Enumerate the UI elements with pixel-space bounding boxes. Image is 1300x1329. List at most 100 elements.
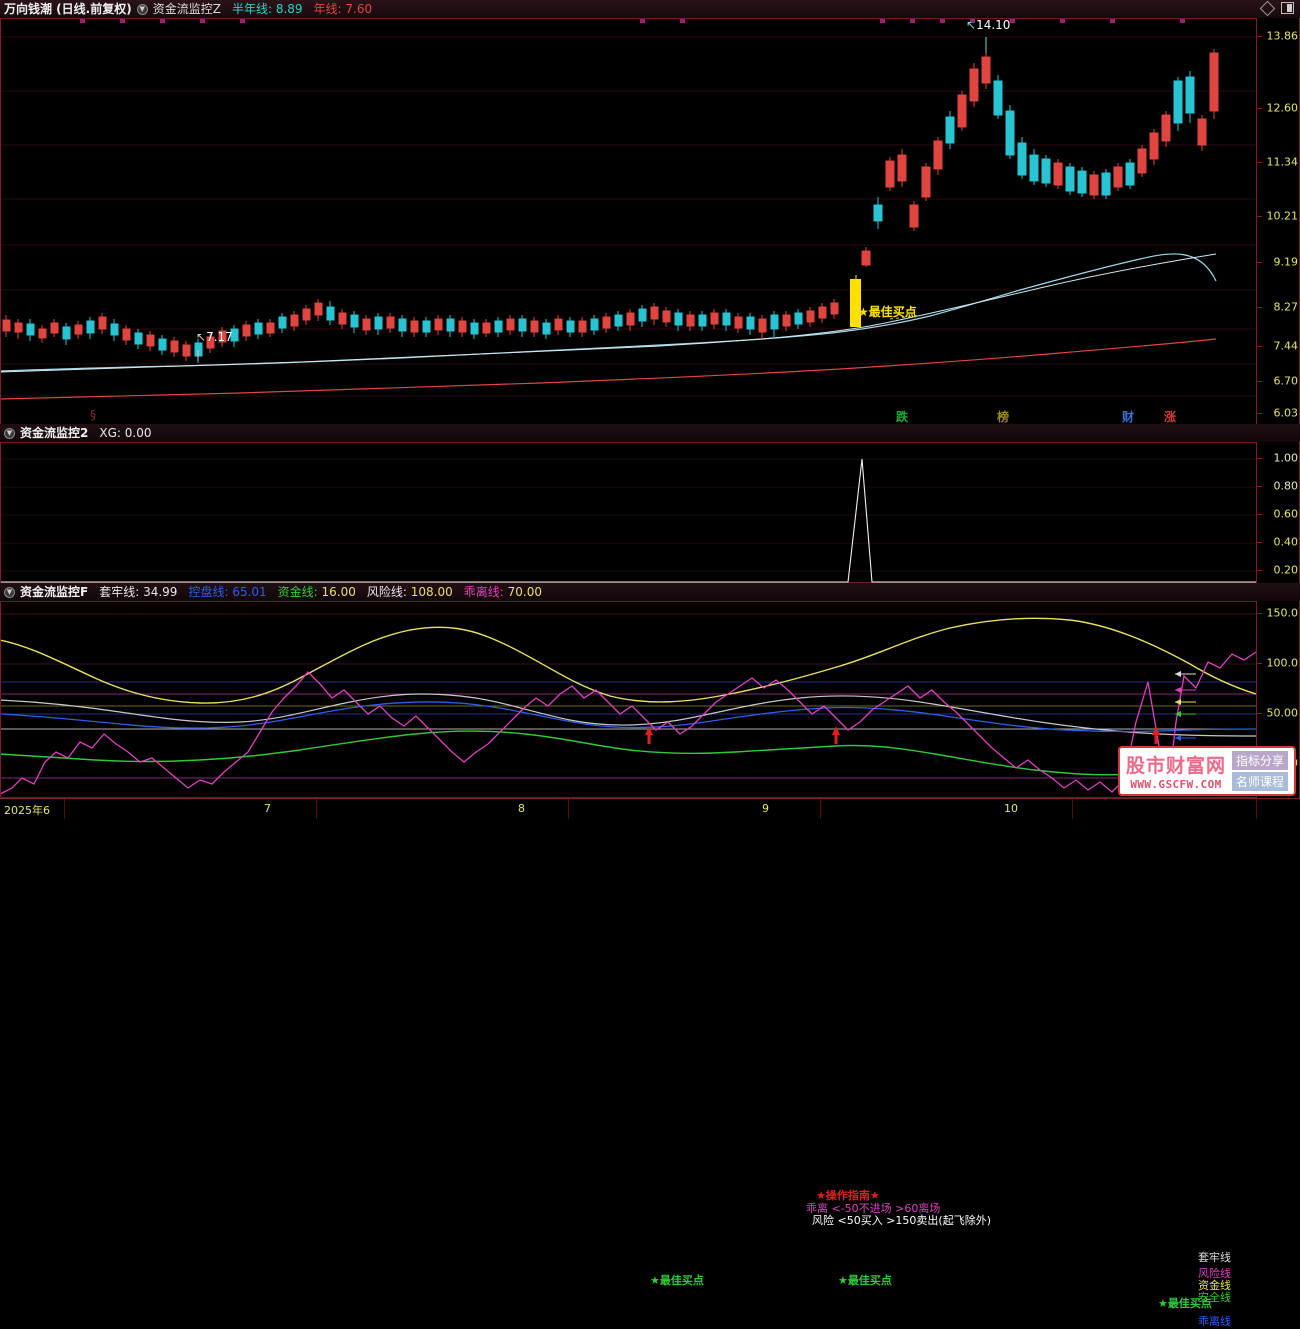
right-label-taolao: 套牢线 [1198,1251,1231,1264]
axis-tick: 9.19 [1273,255,1299,269]
watermark-title: 股市财富网 [1125,755,1226,777]
legend-zijin: 资金线: 16.00 [278,583,356,601]
axis-tick: 50.00 [1266,706,1299,720]
axis-tick: 8.27 [1273,300,1299,314]
watermark: 股市财富网 WWW.GSCFW.COM 指标分享 名师课程 [1117,746,1296,796]
axis-tick: 0.40 [1273,535,1299,549]
mid-indicator-name[interactable]: 资金流监控2 [20,426,89,440]
axis-tick: 100.0 [1266,656,1299,670]
bottom-reference-lines [0,613,1256,779]
zijin-line [0,730,1256,776]
watermark-badge-share: 指标分享 [1231,751,1288,770]
main-panel-header: 万向钱潮 (日线.前复权) ▼ 资金流监控Z 半年线: 8.89 年线: 7.6… [0,0,1300,18]
legend-guaili: 乖离线: 70.00 [464,583,542,601]
legend-guaili-key: 乖离线: [463,585,504,599]
mid-gridlines [0,458,1256,572]
right-label-guaili: 乖离线 [1198,1315,1231,1328]
bottom-plot-area[interactable] [0,601,1256,798]
legend-year-value: 7.60 [345,2,373,16]
mid-panel-header: ▼ 资金流监控2 XG: 0.00 [0,424,1300,442]
main-price-axis[interactable]: 13.86 12.60 11.34 10.21 9.19 8.27 7.44 6… [1256,18,1300,430]
bottom-buy-label-1: ★最佳买点 [650,1274,704,1287]
bottom-buy-label-2: ★最佳买点 [838,1274,892,1287]
axis-tick: 7.44 [1273,339,1299,353]
legend-taolao-key: 套牢线: [99,585,140,599]
signal-candle [850,275,861,327]
legend-taolao-value: 34.99 [143,585,178,599]
bottom-indicator-panel: ▼ 资金流监控F 套牢线: 34.99 控盘线: 65.01 资金线: 16.0… [0,583,1300,1328]
legend-guaili-value: 70.00 [507,585,543,599]
legend-kongpan-value: 65.01 [232,585,267,599]
guide-line-fengxian: 风险 <50买入 >150卖出(起飞除外) [812,1214,992,1227]
main-gridlines [0,36,1256,397]
legend-halfyear: 半年线: 8.89 [232,0,303,18]
footer-mark-zhang: 涨 [1164,410,1177,424]
window-title: 万向钱潮 (日线.前复权) [4,2,132,16]
legend-taolao: 套牢线: 34.99 [99,583,177,601]
diamond-icon[interactable] [1259,0,1276,16]
axis-tick: 0.60 [1273,507,1299,521]
guaili-line [0,651,1256,795]
legend-zijin-value: 16.00 [321,585,356,599]
panel-icon[interactable] [1281,2,1294,14]
main-indicator-name[interactable]: 资金流监控Z [152,2,221,16]
mid-value-axis[interactable]: 1.00 0.80 0.60 0.40 0.20 [1256,442,1300,583]
legend-kongpan: 控盘线: 65.01 [188,583,266,601]
legend-halfyear-value: 8.89 [275,2,303,16]
legend-fengxian-value: 108.00 [410,585,453,599]
high-price-annotation: ↖14.10 [966,18,1011,32]
legend-halfyear-key: 半年线: [231,2,272,16]
bottom-chart-svg [0,613,1256,795]
taolao-line [0,617,1256,704]
kongpan-line [0,701,1256,733]
legend-xg: XG: 0.00 [99,424,151,442]
legend-xg-value: 0.00 [124,426,152,440]
mid-chart-svg [0,458,1256,583]
bottom-panel-header: ▼ 资金流监控F 套牢线: 34.99 控盘线: 65.01 资金线: 16.0… [0,583,1300,601]
footer-mark-die: 跌 [896,410,909,424]
fengxian-line [0,693,1256,737]
axis-tick: 1.00 [1273,451,1299,465]
mid-plot-area[interactable] [0,442,1256,583]
watermark-url: WWW.GSCFW.COM [1130,778,1222,791]
axis-tick: 6.70 [1273,374,1299,388]
year-ma-line [0,338,1217,400]
date-label: 2025年6 [4,804,50,817]
legend-year-key: 年线: [313,2,342,16]
date-label: 7 [264,802,271,815]
xg-spike-line [0,458,1256,583]
best-buy-point-label: ★最佳买点 [858,305,917,319]
main-chart-svg [0,19,1256,400]
date-label: 8 [518,802,525,815]
date-axis[interactable]: 2025年6 7 8 9 10 [0,798,1300,819]
legend-kongpan-key: 控盘线: [188,585,229,599]
axis-tick: 0.80 [1273,479,1299,493]
bottom-indicator-name[interactable]: 资金流监控F [20,585,89,599]
legend-fengxian-key: 风险线: [366,585,407,599]
legend-zijin-key: 资金线: [277,585,318,599]
candlestick-series [2,49,1219,363]
footer-mark-bang: 榜 [997,410,1010,424]
decorative-dots [80,19,1185,23]
mid-indicator-panel: ▼ 资金流监控2 XG: 0.00 1.00 0. [0,424,1300,583]
halfyear-ma-line [0,253,1217,372]
legend-xg-key: XG: [99,426,121,440]
window-controls [1259,0,1294,16]
axis-tick: 13.86 [1266,29,1299,43]
right-label-anquan: 安全线 [1198,1291,1231,1304]
buy-arrows [645,726,1160,744]
footer-mark-cai: 财 [1122,410,1135,424]
legend-year: 年线: 7.60 [314,0,373,18]
main-plot-area[interactable] [0,18,1256,430]
date-label: 10 [1004,802,1018,815]
chevron-circle-icon[interactable]: ▼ [4,427,15,439]
axis-tick: 11.34 [1266,155,1299,169]
chevron-circle-icon[interactable]: ▼ [4,586,15,598]
main-price-panel: 万向钱潮 (日线.前复权) ▼ 资金流监控Z 半年线: 8.89 年线: 7.6… [0,0,1300,430]
watermark-badge-course: 名师课程 [1231,772,1288,791]
axis-tick: 0.20 [1273,563,1299,577]
low-price-annotation: ↖7.17 [196,330,233,344]
chevron-circle-icon[interactable]: ▼ [136,3,148,15]
footer-symbol: § [90,408,96,422]
legend-fengxian: 风险线: 108.00 [367,583,453,601]
